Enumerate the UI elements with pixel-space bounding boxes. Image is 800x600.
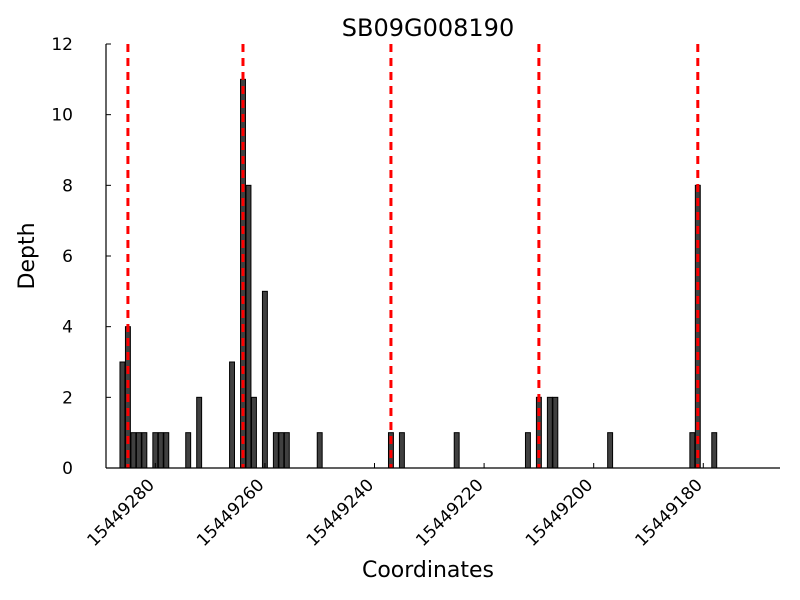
bar	[278, 432, 285, 469]
y-tick-label: 0	[62, 459, 73, 479]
bar	[157, 432, 164, 469]
x-axis-ticks: 15449280 15449260 15449240 15449220 15449200…	[84, 463, 707, 551]
bar	[607, 432, 614, 469]
x-tick-label: 15449280	[84, 475, 159, 550]
chart-title: SB09G008190	[342, 14, 514, 42]
y-tick-label: 8	[62, 176, 73, 196]
bar	[453, 432, 460, 469]
x-axis-label: Coordinates	[362, 558, 494, 583]
bar	[196, 396, 203, 469]
bar	[546, 396, 553, 469]
y-axis-label: Depth	[15, 222, 40, 289]
bar	[135, 432, 142, 469]
x-tick-label: 15449200	[522, 475, 597, 550]
bar	[119, 361, 126, 469]
bar	[711, 432, 718, 469]
bar	[245, 184, 252, 469]
bar	[250, 396, 257, 469]
bar	[316, 432, 323, 469]
y-tick-label: 4	[62, 318, 73, 338]
bar	[552, 396, 559, 469]
y-axis-ticks: 0 2 4 6 8 10 12	[51, 35, 111, 479]
x-tick-label: 15449240	[303, 475, 378, 550]
bar	[689, 432, 696, 469]
bar	[524, 432, 531, 469]
bar	[229, 361, 236, 469]
x-tick-label: 15449260	[193, 475, 268, 550]
y-tick-label: 10	[51, 106, 73, 126]
bars	[119, 78, 718, 469]
bar	[141, 432, 148, 469]
bar	[152, 432, 159, 469]
x-tick-label: 15449180	[631, 475, 706, 550]
bar	[283, 432, 290, 469]
bar	[261, 290, 268, 469]
bar	[130, 432, 137, 469]
bar	[185, 432, 192, 469]
x-tick-label: 15449220	[412, 475, 487, 550]
y-tick-label: 6	[62, 247, 73, 267]
y-tick-label: 12	[51, 35, 73, 55]
y-tick-label: 2	[62, 388, 73, 408]
bar	[272, 432, 279, 469]
bar	[398, 432, 405, 469]
bar	[163, 432, 170, 469]
marker-lines	[126, 44, 700, 468]
